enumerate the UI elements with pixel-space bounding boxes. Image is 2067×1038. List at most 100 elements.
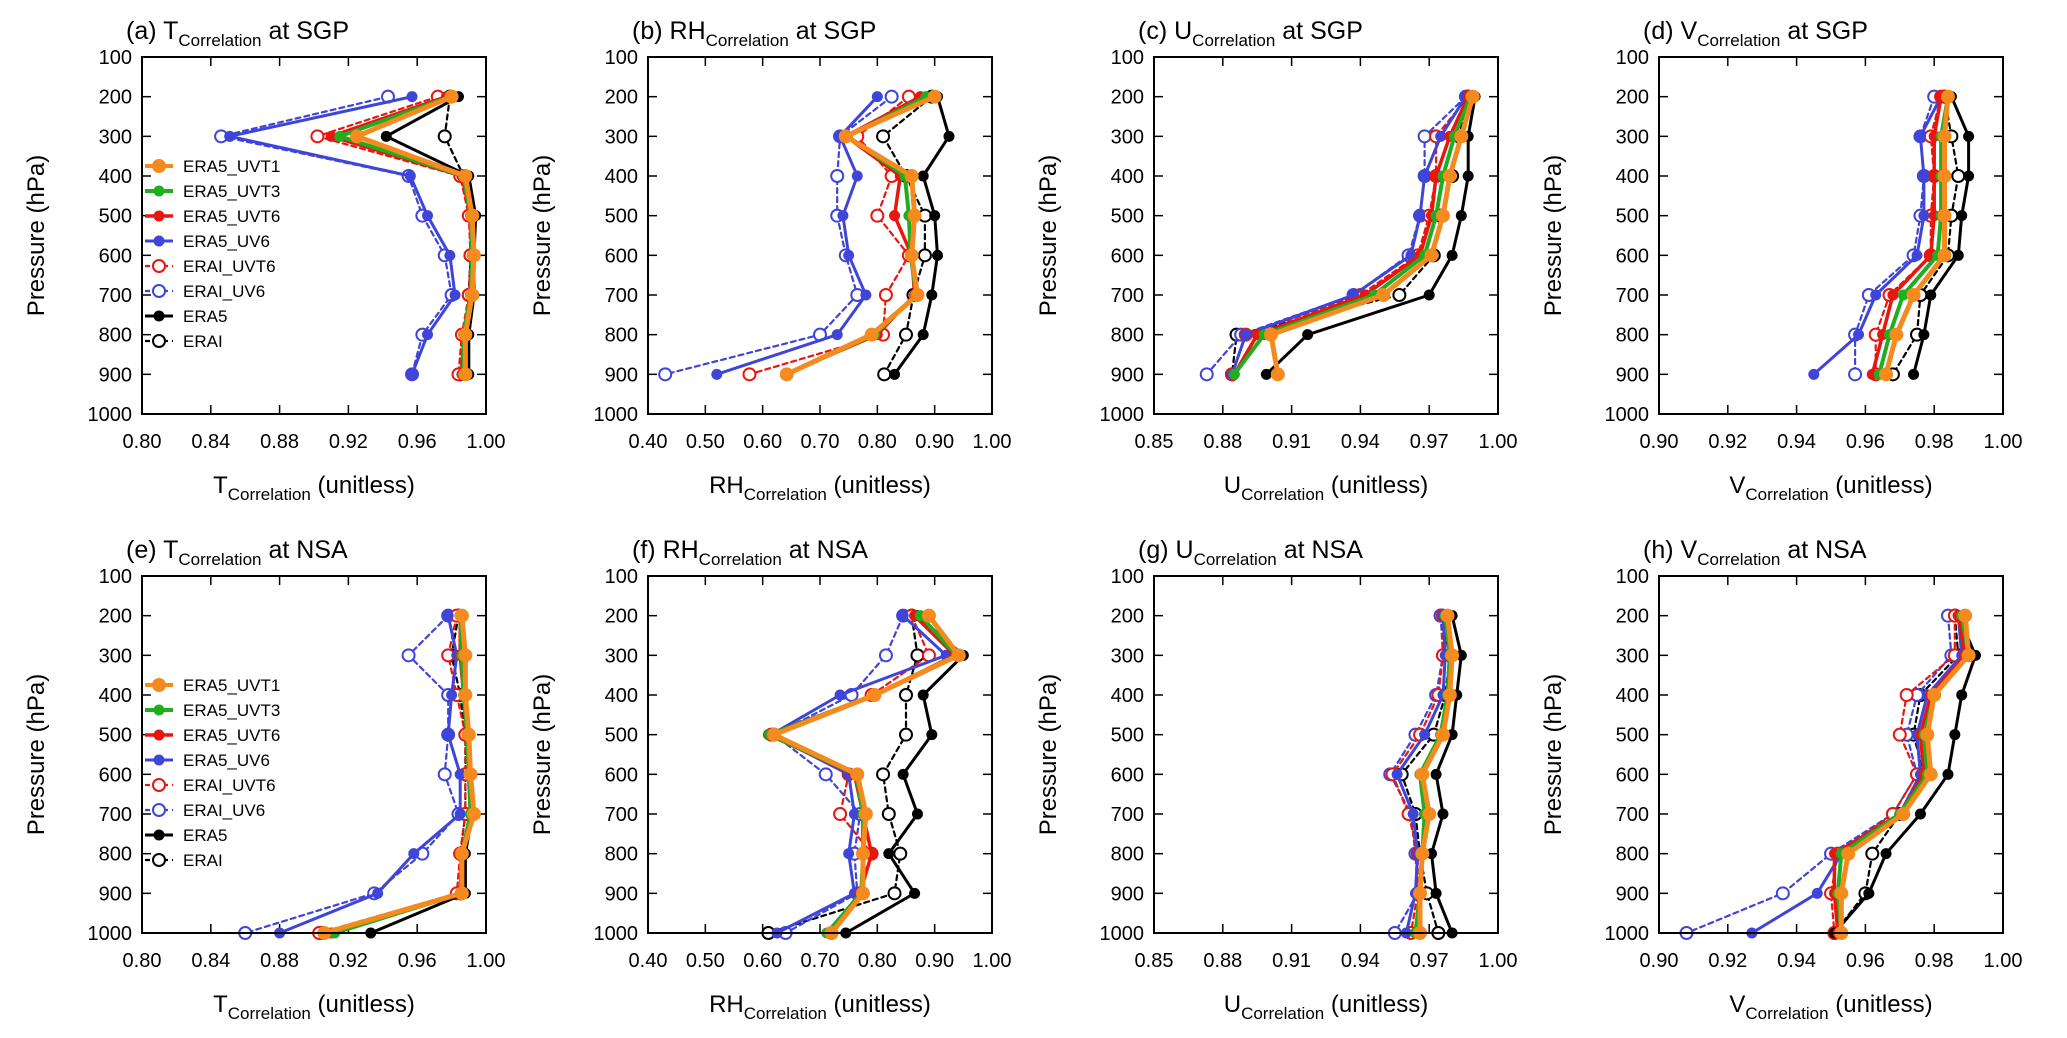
x-tick-label: 1.00 [973, 431, 1012, 453]
series-line-erai-uv6 [220, 95, 453, 376]
data-point-era5-uv6 [442, 729, 454, 741]
y-tick-label: 300 [99, 645, 132, 667]
data-point-era5-uvt1 [1834, 886, 1849, 901]
title-space [1169, 536, 1176, 564]
x-tick-label: 0.96 [1846, 431, 1885, 453]
y-tick-label: 600 [1616, 764, 1649, 786]
y-tick-label: 300 [605, 126, 638, 148]
y-tick-label: 1000 [88, 404, 133, 426]
x-tick-label: 0.90 [915, 950, 954, 972]
series-line-era5 [1912, 95, 1971, 376]
panel-label: (h) [1643, 536, 1674, 564]
y-tick-label: 1000 [88, 923, 133, 945]
data-point-era5-uvt3 [1228, 368, 1240, 380]
y-tick-label: 400 [1111, 166, 1144, 188]
x-title-variable: V [1729, 991, 1745, 1018]
y-tick-label: 500 [1111, 206, 1144, 228]
data-point-erai-uvt6 [742, 367, 757, 382]
title-variable: T [163, 17, 178, 45]
y-tick-label: 400 [99, 166, 132, 188]
data-point-era5-uvt1 [921, 608, 936, 623]
data-point-erai-uvt6 [870, 208, 885, 223]
data-point-era5-uv6 [422, 329, 434, 341]
plot-frame [647, 56, 993, 415]
data-point-era5-uvt1 [1937, 169, 1952, 183]
data-point-era5-uvt1 [444, 89, 459, 104]
data-point-era5 [889, 368, 901, 380]
data-point-era5 [1446, 249, 1458, 261]
series-line-era5-uvt3 [1877, 94, 1950, 377]
data-point-era5-uvt1 [838, 129, 853, 144]
data-point-era5-uvt1 [454, 886, 469, 901]
series-line-erai-uv6 [244, 614, 460, 935]
y-tick-label: 200 [1616, 606, 1649, 628]
data-point-erai-uvt6 [833, 807, 848, 821]
panel-d: (d) VCorrelation at SGP10020030040050060… [1540, 17, 2022, 504]
data-point-era5 [1942, 768, 1954, 780]
data-point-era5-uv6 [1240, 329, 1252, 341]
panel-label: (f) [632, 536, 656, 564]
series-line-era5-uv6 [228, 95, 457, 376]
legend-label: ERAI_UVT6 [183, 257, 276, 276]
x-title-subscript: Correlation [744, 1004, 827, 1023]
data-point-era5 [897, 768, 909, 780]
legend-label: ERAI [183, 332, 223, 351]
y-tick-label: 900 [1111, 883, 1144, 905]
data-point-era5-uv6 [1435, 130, 1447, 142]
data-point-era5 [1430, 768, 1442, 780]
legend-label: ERA5_UVT1 [183, 676, 280, 695]
legend-label: ERAI_UV6 [183, 801, 265, 820]
x-title-variable: U [1224, 991, 1241, 1018]
y-tick-label: 800 [99, 844, 132, 866]
data-point-era5 [1952, 249, 1964, 261]
data-point-era5 [1430, 887, 1442, 899]
legend-marker-era5-uvt6 [153, 729, 165, 741]
data-point-era5-uvt1 [458, 367, 473, 382]
x-title-unit: (unitless) [827, 991, 931, 1018]
data-point-erai-uvt6 [1899, 688, 1914, 702]
y-tick-label: 600 [1111, 764, 1144, 786]
plot-frame [1153, 575, 1499, 934]
series-line-era5 [1264, 95, 1477, 376]
x-title-variable: T [213, 991, 228, 1018]
panel-title: (d) VCorrelation at SGP [1643, 17, 1868, 50]
data-point-erai [893, 846, 908, 861]
y-tick-label: 700 [1111, 804, 1144, 826]
x-tick-label: 0.97 [1410, 431, 1449, 453]
y-axis-title: Pressure (hPa) [1540, 155, 1567, 316]
data-point-era5-uvt1 [458, 648, 473, 663]
data-point-erai [917, 248, 932, 263]
data-point-era5-uv6 [444, 249, 456, 261]
data-point-era5-uvt1 [1413, 886, 1428, 901]
data-point-erai-uv6 [1417, 129, 1432, 144]
data-point-era5-uvt1 [1889, 327, 1904, 342]
y-tick-label: 100 [605, 47, 638, 69]
data-point-era5-uvt1 [927, 89, 942, 104]
x-tick-label: 0.80 [858, 950, 897, 972]
x-tick-label: 0.94 [1777, 950, 1816, 972]
title-space [1277, 536, 1284, 564]
series-line-era5-uvt6 [1232, 94, 1470, 377]
data-point-era5-uvt1 [858, 807, 873, 821]
data-point-erai-uv6 [1199, 367, 1214, 382]
series-group [1679, 608, 1981, 940]
data-point-era5-uv6 [406, 368, 418, 380]
y-tick-label: 400 [1111, 685, 1144, 707]
y-tick-label: 200 [1111, 87, 1144, 109]
data-point-erai-uv6 [878, 648, 893, 663]
y-tick-label: 300 [1616, 645, 1649, 667]
x-tick-label: 1.00 [467, 950, 506, 972]
data-point-era5 [380, 130, 392, 142]
data-point-era5-uv6 [871, 91, 883, 103]
data-point-era5-uvt1 [1923, 767, 1938, 782]
title-subscript: Correlation [1194, 550, 1277, 569]
title-site: at NSA [268, 536, 348, 564]
title-subscript: Correlation [706, 31, 789, 50]
x-tick-label: 0.92 [329, 950, 368, 972]
data-point-era5 [917, 170, 929, 182]
title-site: at NSA [1787, 536, 1867, 564]
x-tick-label: 0.90 [1640, 431, 1679, 453]
data-point-era5-uvt3 [334, 130, 346, 142]
data-point-era5-uv6 [897, 610, 909, 622]
panel-title: (b) RHCorrelation at SGP [632, 17, 876, 50]
